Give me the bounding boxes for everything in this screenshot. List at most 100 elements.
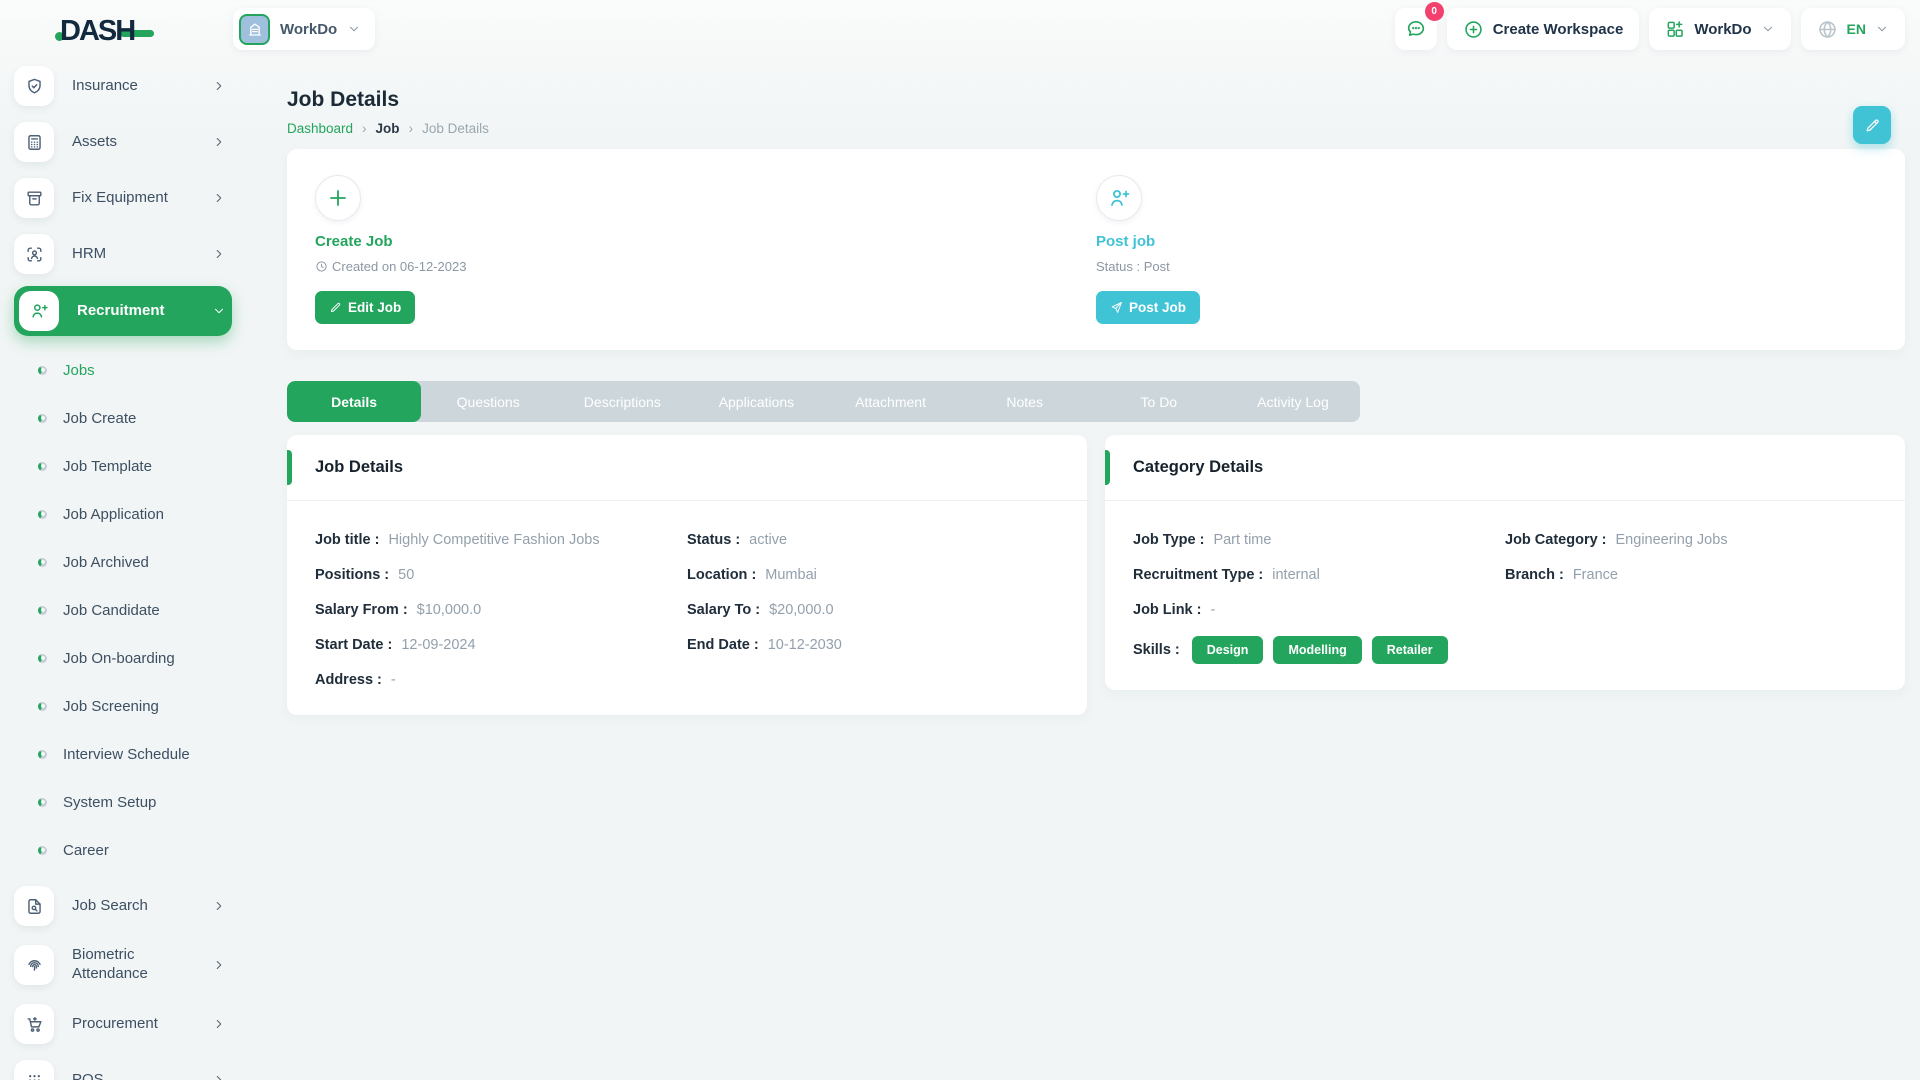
sidebar-item-recruitment[interactable]: Recruitment	[14, 286, 232, 336]
job-details-panel-header: Job Details	[287, 435, 1087, 501]
field-job-title: Job title : Highly Competitive Fashion Jo…	[315, 531, 687, 549]
skill-tag-design: Design	[1191, 636, 1264, 664]
field-value: Mumbai	[765, 567, 817, 583]
tab-details[interactable]: Details	[287, 381, 422, 422]
bullet-icon	[38, 509, 47, 519]
category-details-panel: Category Details Job Type : Part time Job…	[1105, 435, 1905, 690]
subitem-label: Job Template	[63, 457, 152, 475]
breadcrumb-job[interactable]: Job	[375, 121, 400, 136]
workspace-name: WorkDo	[280, 20, 338, 38]
user-plus-icon	[1096, 175, 1142, 221]
sidebar-subitem-job-create[interactable]: Job Create	[14, 394, 232, 442]
subitem-label: System Setup	[63, 793, 157, 811]
sidebar-item-job-search[interactable]: Job Search	[14, 878, 232, 934]
field-row: Salary From : $10,000.0 Salary To : $20,00…	[315, 601, 1059, 619]
detail-panels: Job Details Job title : Highly Competitiv…	[287, 435, 1905, 715]
tab-questions[interactable]: Questions	[456, 393, 520, 410]
chevron-down-icon	[212, 304, 226, 318]
language-selector[interactable]: EN	[1800, 8, 1905, 50]
logo-dot	[55, 32, 64, 41]
create-workspace-button[interactable]: Create Workspace	[1446, 8, 1640, 50]
tab-activity-log[interactable]: Activity Log	[1257, 393, 1329, 410]
tab-todo[interactable]: To Do	[1140, 393, 1178, 410]
workspace-switcher[interactable]: WorkDo	[233, 8, 376, 50]
tab-notes[interactable]: Notes	[1006, 393, 1043, 410]
field-value: 50	[398, 567, 415, 583]
cart-icon	[14, 1004, 54, 1044]
bullet-icon	[38, 749, 47, 759]
category-details-panel-body: Job Type : Part time Job Category : Engine…	[1105, 501, 1905, 690]
edit-job-button[interactable]: Edit Job	[315, 291, 416, 324]
post-job-button-label: Post Job	[1129, 300, 1187, 315]
field-salary-to: Salary To : $20,000.0	[687, 601, 1059, 619]
sidebar-subitem-job-template[interactable]: Job Template	[14, 442, 232, 490]
sidebar-subitem-job-screening[interactable]: Job Screening	[14, 682, 232, 730]
bullet-icon	[38, 365, 47, 375]
sidebar-item-label: Insurance	[72, 76, 138, 94]
field-end-date: End Date : 10-12-2030	[687, 636, 1059, 654]
post-job-button[interactable]: Post Job	[1096, 291, 1201, 324]
sidebar-item-pos[interactable]: POS	[14, 1052, 232, 1080]
main-content: Job Details Dashboard › Job › Job Detail…	[287, 58, 1905, 715]
sidebar-subitem-jobs[interactable]: Jobs	[14, 346, 232, 394]
create-job-title: Create Job	[315, 233, 393, 250]
sidebar-item-hrm[interactable]: HRM	[14, 226, 232, 282]
sidebar-subitem-interview-schedule[interactable]: Interview Schedule	[14, 730, 232, 778]
field-value: $10,000.0	[416, 602, 482, 618]
tab-descriptions[interactable]: Descriptions	[583, 393, 661, 410]
sidebar-item-assets[interactable]: Assets	[14, 114, 232, 170]
field-label: Recruitment Type :	[1133, 567, 1264, 583]
tab-applications[interactable]: Applications	[718, 393, 795, 410]
sidebar-subitem-job-onboarding[interactable]: Job On-boarding	[14, 634, 232, 682]
field-label: Salary To :	[687, 602, 761, 618]
create-job-meta-text: Created on 06-12-2023	[332, 259, 467, 274]
skill-tag-modelling: Modelling	[1273, 636, 1362, 664]
sidebar-subitem-job-archived[interactable]: Job Archived	[14, 538, 232, 586]
messages-button[interactable]: 0	[1394, 2, 1444, 50]
bullet-icon	[38, 701, 47, 711]
sidebar-subitem-career[interactable]: Career	[14, 826, 232, 874]
field-label: Location :	[687, 567, 757, 583]
sidebar-item-label: Job Search	[72, 896, 148, 914]
subitem-label: Job On-boarding	[63, 649, 175, 667]
sidebar-subitem-system-setup[interactable]: System Setup	[14, 778, 232, 826]
field-label: Job title :	[315, 532, 380, 548]
subitem-label: Job Candidate	[63, 601, 160, 619]
field-label: Job Type :	[1133, 532, 1205, 548]
workspace-menu-label: WorkDo	[1694, 20, 1752, 38]
bullet-icon	[38, 653, 47, 663]
field-label: Salary From :	[315, 602, 408, 618]
breadcrumb: Dashboard › Job › Job Details	[287, 121, 1905, 136]
field-row: Address :-	[315, 671, 1059, 689]
logo-dash	[120, 30, 155, 37]
user-scan-icon	[14, 234, 54, 274]
breadcrumb-dashboard[interactable]: Dashboard	[287, 121, 354, 136]
archive-box-icon	[14, 178, 54, 218]
sidebar-item-label: Assets	[72, 132, 118, 150]
field-label: Status :	[687, 532, 741, 548]
edit-job-fab[interactable]	[1853, 106, 1891, 144]
chevron-down-icon	[347, 22, 361, 36]
sidebar-item-procurement[interactable]: Procurement	[14, 996, 232, 1052]
sidebar-subitem-job-application[interactable]: Job Application	[14, 490, 232, 538]
field-label: Job Link :	[1133, 602, 1202, 618]
file-search-icon	[14, 886, 54, 926]
sidebar-item-biometric-attendance[interactable]: Biometric Attendance	[14, 934, 232, 996]
post-job-title: Post job	[1096, 233, 1156, 250]
category-details-panel-header: Category Details	[1105, 435, 1905, 501]
tab-attachment[interactable]: Attachment	[855, 393, 926, 410]
dash-logo[interactable]: DASH	[55, 15, 155, 48]
sidebar-subitem-job-candidate[interactable]: Job Candidate	[14, 586, 232, 634]
sidebar-item-fix-equipment[interactable]: Fix Equipment	[14, 170, 232, 226]
language-code: EN	[1846, 21, 1866, 37]
sidebar-item-insurance[interactable]: Insurance	[14, 58, 232, 114]
field-value: -	[390, 672, 396, 688]
workspace-menu-button[interactable]: WorkDo	[1649, 8, 1791, 50]
topbar-actions: 0 Create Workspace WorkDo EN	[1394, 2, 1905, 50]
globe-icon	[1817, 19, 1838, 40]
page-title: Job Details	[287, 88, 400, 111]
field-row: Job title : Highly Competitive Fashion Jo…	[315, 531, 1059, 549]
chevron-right-icon	[212, 958, 226, 972]
chevron-right-icon: ›	[362, 121, 367, 136]
topbar: DASH WorkDo 0 Create Workspace WorkDo	[0, 0, 1920, 58]
